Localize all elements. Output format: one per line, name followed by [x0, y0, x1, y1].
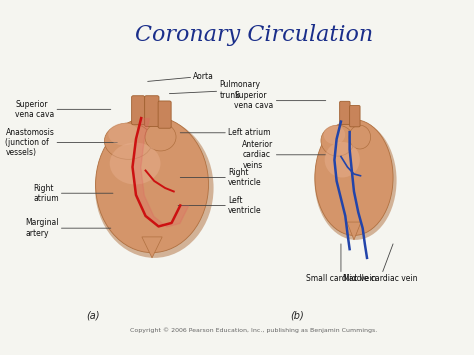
Text: Middle cardiac vein: Middle cardiac vein — [343, 244, 417, 283]
FancyBboxPatch shape — [132, 96, 145, 125]
Text: (b): (b) — [291, 311, 304, 321]
Text: Superior
vena cava: Superior vena cava — [15, 100, 111, 119]
Ellipse shape — [145, 123, 176, 151]
Ellipse shape — [315, 120, 393, 235]
Ellipse shape — [109, 143, 161, 185]
FancyBboxPatch shape — [350, 105, 360, 127]
Ellipse shape — [325, 142, 360, 178]
Polygon shape — [347, 222, 361, 240]
Text: Right
atrium: Right atrium — [33, 184, 113, 203]
Ellipse shape — [104, 123, 152, 159]
Ellipse shape — [321, 125, 354, 156]
Text: Right
ventricle: Right ventricle — [180, 168, 262, 187]
Ellipse shape — [314, 121, 397, 240]
FancyBboxPatch shape — [145, 96, 159, 126]
Text: Aorta: Aorta — [148, 72, 214, 81]
Text: Marginal
artery: Marginal artery — [25, 218, 111, 238]
Text: Left
ventricle: Left ventricle — [178, 196, 262, 215]
Text: Coronary Circulation: Coronary Circulation — [135, 24, 373, 46]
Text: Anterior
cardiac
veins: Anterior cardiac veins — [242, 140, 326, 170]
Text: Small cardiac vein: Small cardiac vein — [306, 244, 376, 283]
Ellipse shape — [95, 118, 214, 258]
Text: Anastomosis
(junction of
vessels): Anastomosis (junction of vessels) — [6, 128, 117, 158]
Text: (a): (a) — [87, 311, 100, 321]
Text: Copyright © 2006 Pearson Education, Inc., publishing as Benjamin Cummings.: Copyright © 2006 Pearson Education, Inc.… — [130, 327, 378, 333]
Polygon shape — [142, 237, 162, 258]
FancyBboxPatch shape — [158, 101, 171, 128]
Ellipse shape — [108, 123, 139, 145]
Text: Superior
vena cava: Superior vena cava — [234, 91, 326, 110]
Ellipse shape — [349, 125, 371, 149]
Text: Left atrium: Left atrium — [180, 128, 271, 137]
Text: Pulmonary
trunk: Pulmonary trunk — [169, 81, 260, 100]
FancyBboxPatch shape — [340, 101, 350, 124]
Ellipse shape — [96, 116, 209, 253]
Ellipse shape — [324, 125, 345, 144]
